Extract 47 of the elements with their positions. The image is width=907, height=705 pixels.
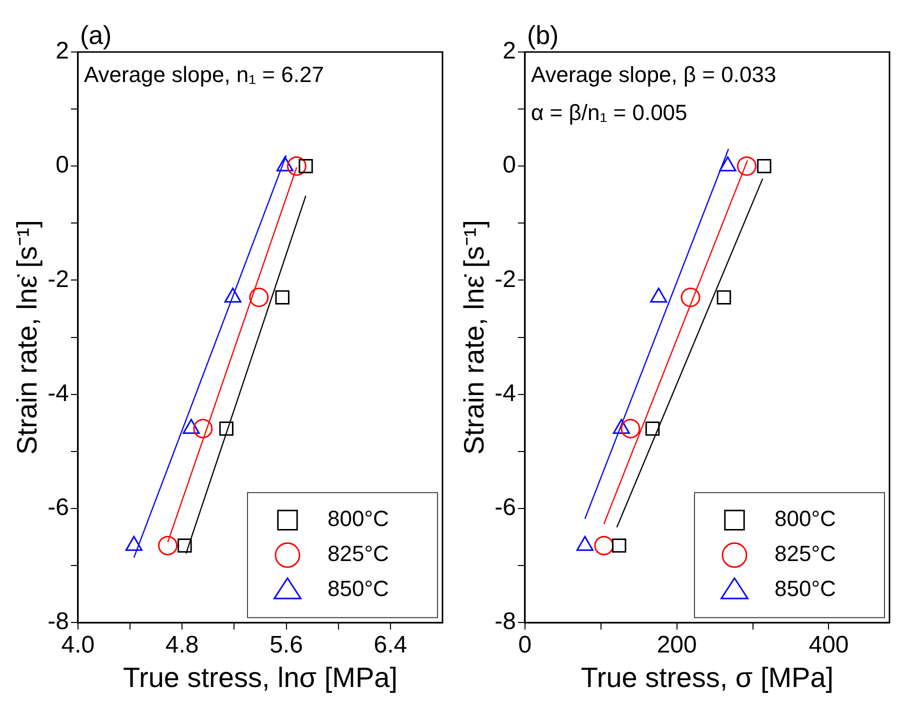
point [158,536,178,556]
text: (a) [80,20,112,50]
y-tick-label: -6 [494,494,516,522]
point [716,290,732,304]
point [275,290,290,304]
legend-label: 825°C [774,541,836,566]
annotation: Average slope, n₁ = 6.27 [84,62,324,87]
annotation: Average slope, β = 0.033 [530,62,776,87]
point [645,421,660,436]
point [757,159,772,174]
annotation: α = β/n₁ = 0.005 [530,100,688,125]
y-tick-label: -8 [494,608,516,636]
point [286,156,306,176]
legend-label: 850°C [328,576,390,602]
y-tick-label: 2 [56,38,69,65]
point [612,538,626,553]
x-tick-label: 200 [656,632,697,659]
legend-label: 850°C [774,576,836,602]
point [219,421,234,436]
legend-label: 800°C [328,506,390,532]
x-axis-title: True stress, σ [MPa] [580,662,834,693]
y-tick-label: 0 [56,152,69,179]
x-tick-label: 4.8 [165,632,199,659]
point [249,288,269,308]
legend-label: 800°C [774,506,836,532]
y-tick-label: -2 [494,266,516,293]
y-axis-title: Strain rate, lnε̇ [s⁻¹] [12,220,43,455]
y-tick-label: 0 [502,152,516,179]
y-tick-label: -4 [494,380,516,407]
x-tick-label: 5.6 [270,632,303,659]
x-axis-title: True stress, lnσ [MPa] [122,662,398,693]
text: (b) [526,20,559,50]
point [193,418,213,438]
point [680,288,700,308]
y-tick-label: 2 [502,38,516,65]
x-tick-label: 400 [808,632,849,659]
legend-label: 825°C [328,541,390,566]
y-tick-label: -2 [48,266,69,293]
point [298,159,313,174]
y-axis-title: Strain rate, lnε̇ [s⁻¹] [458,220,490,455]
point [736,156,756,176]
y-tick-label: -6 [48,494,69,522]
point [178,538,192,553]
point [594,536,614,556]
y-tick-label: -4 [48,380,69,407]
x-tick-label: 6.4 [374,632,408,659]
point [620,418,640,438]
